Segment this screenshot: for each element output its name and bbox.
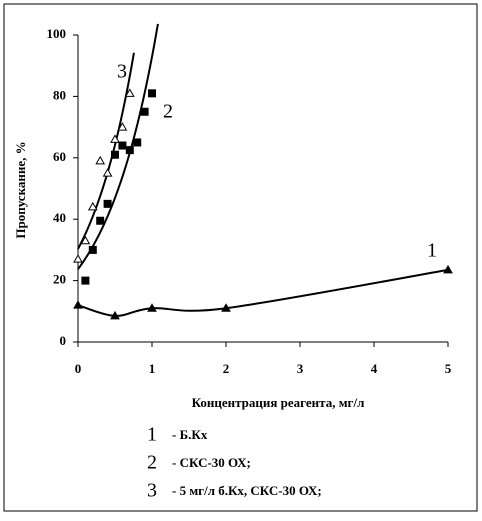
point xyxy=(110,134,120,143)
x-tick-label: 1 xyxy=(149,361,156,376)
point xyxy=(118,141,127,150)
point xyxy=(102,168,113,177)
point xyxy=(95,155,106,165)
point xyxy=(148,89,156,98)
frame xyxy=(3,3,478,512)
curve-label: 1 xyxy=(427,240,437,262)
fit-curve xyxy=(77,52,135,250)
curve-label: 3 xyxy=(117,61,127,83)
series-line xyxy=(77,268,449,317)
x-axis-label: Концентрация реагента, мг/л xyxy=(192,395,365,410)
y-tick-label: 80 xyxy=(53,87,66,102)
x-tick-label: 4 xyxy=(371,361,378,376)
x-tick-label: 2 xyxy=(223,361,230,376)
curve-label: 2 xyxy=(163,101,173,123)
legend-text: - Б.Кх xyxy=(172,427,208,442)
y-tick-label: 0 xyxy=(60,333,67,348)
point xyxy=(133,138,142,147)
legend-text: - СКС-30 ОХ; xyxy=(172,455,251,470)
point xyxy=(96,216,105,225)
point xyxy=(124,88,135,97)
point xyxy=(443,264,453,274)
y-axis-label: Пропускание, % xyxy=(13,141,28,238)
point xyxy=(117,122,128,131)
point xyxy=(147,303,157,312)
point xyxy=(73,300,83,309)
point xyxy=(80,235,91,245)
x-tick-label: 0 xyxy=(75,361,82,376)
y-tick-label: 40 xyxy=(53,210,66,225)
y-tick-label: 100 xyxy=(47,26,67,41)
x-tick-label: 3 xyxy=(297,361,304,376)
point xyxy=(140,107,149,116)
point xyxy=(73,254,83,263)
point xyxy=(87,201,98,211)
y-tick-label: 60 xyxy=(53,149,66,164)
y-tick-label: 20 xyxy=(53,272,66,287)
point xyxy=(81,276,90,285)
legend-number: 2 xyxy=(147,452,157,474)
point xyxy=(88,245,97,254)
legend-text: - 5 мг/л б.Кх, СКС-30 ОХ; xyxy=(172,483,322,498)
point xyxy=(221,303,231,312)
point xyxy=(103,199,112,208)
legend-number: 3 xyxy=(147,480,157,502)
point xyxy=(125,146,134,155)
point xyxy=(110,310,120,320)
x-tick-label: 5 xyxy=(445,361,452,376)
legend-number: 1 xyxy=(147,424,157,446)
